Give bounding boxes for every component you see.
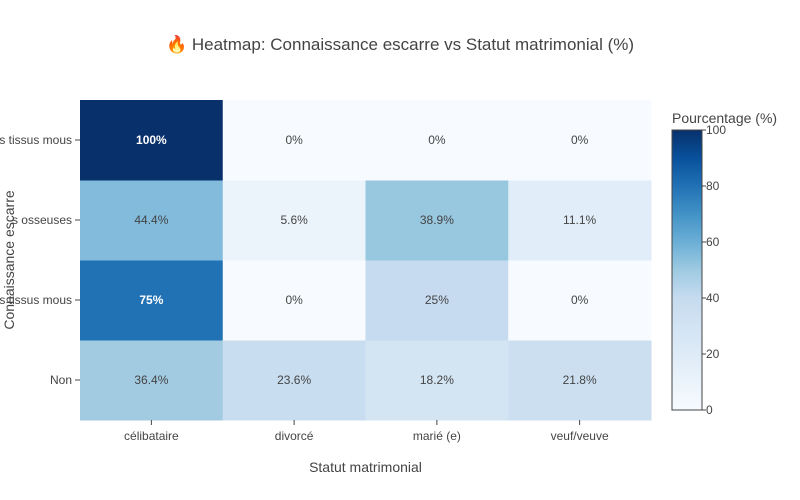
cell-label: 23.6%	[277, 373, 311, 387]
y-tick-label: s osseuses	[12, 213, 72, 227]
chart-title: 🔥 Heatmap: Connaissance escarre vs Statu…	[166, 34, 634, 54]
x-axis-title: Statut matrimonial	[309, 459, 422, 475]
colorbar-tick-label: 0	[706, 403, 713, 417]
y-tick-label: s tissus mous	[0, 133, 72, 147]
heatmap-cell	[80, 340, 224, 421]
heatmap-cell	[80, 180, 224, 261]
cell-label: 0%	[571, 293, 589, 307]
x-tick-label: divorcé	[275, 429, 314, 443]
cell-label: 0%	[285, 133, 303, 147]
heatmap-cell	[508, 260, 652, 341]
heatmap-cell	[508, 340, 652, 421]
y-axis-ticks: Non s tissus mous s osseuses s tissus mous	[0, 133, 80, 387]
colorbar-tick-label: 100	[706, 123, 726, 137]
x-axis-ticks: célibataire divorcé marié (e) veuf/veuve	[124, 420, 609, 443]
heatmap-cell	[222, 180, 366, 261]
cell-label: 100%	[136, 133, 167, 147]
heatmap-cell	[365, 340, 509, 421]
x-tick-label: marié (e)	[413, 429, 461, 443]
heatmap-cell	[365, 260, 509, 341]
colorbar: Pourcentage (%) 0 20 40 60 80 100	[671, 110, 777, 417]
cell-label: 36.4%	[134, 373, 168, 387]
cell-label: 0%	[285, 293, 303, 307]
cell-label: 21.8%	[563, 373, 597, 387]
cell-label: 11.1%	[563, 213, 596, 227]
y-axis-title: Connaissance escarre	[1, 190, 17, 330]
cell-label: 25%	[425, 293, 449, 307]
cell-label: 18.2%	[420, 373, 454, 387]
colorbar-tick-label: 80	[706, 179, 720, 193]
colorbar-tick-label: 40	[706, 291, 720, 305]
cell-label: 75%	[139, 293, 163, 307]
heatmap-cell	[80, 260, 224, 341]
colorbar-gradient	[671, 129, 703, 411]
heatmap-cell	[508, 100, 652, 181]
colorbar-tick-label: 20	[706, 347, 720, 361]
x-tick-label: célibataire	[124, 429, 179, 443]
colorbar-ticks: 0 20 40 60 80 100	[702, 123, 726, 417]
x-tick-label: veuf/veuve	[551, 429, 609, 443]
heatmap-cell-labels: 36.4% 23.6% 18.2% 21.8% 75% 0% 25% 0% 44.4% 5.6% 3…	[134, 133, 597, 387]
y-tick-label: Non	[50, 373, 72, 387]
colorbar-title: Pourcentage (%)	[672, 110, 777, 126]
heatmap-cell	[508, 180, 652, 261]
cell-label: 44.4%	[134, 213, 168, 227]
heatmap-cell	[80, 100, 224, 181]
heatmap-cell	[222, 100, 366, 181]
heatmap-cells	[80, 100, 652, 421]
cell-label: 38.9%	[420, 213, 454, 227]
cell-label: 0%	[428, 133, 446, 147]
y-tick-label: s tissus mous	[0, 293, 72, 307]
colorbar-tick-label: 60	[706, 235, 720, 249]
heatmap-cell	[365, 180, 509, 261]
heatmap-cell	[365, 100, 509, 181]
cell-label: 0%	[571, 133, 589, 147]
heatmap-cell	[222, 340, 366, 421]
heatmap-cell	[222, 260, 366, 341]
cell-label: 5.6%	[280, 213, 308, 227]
